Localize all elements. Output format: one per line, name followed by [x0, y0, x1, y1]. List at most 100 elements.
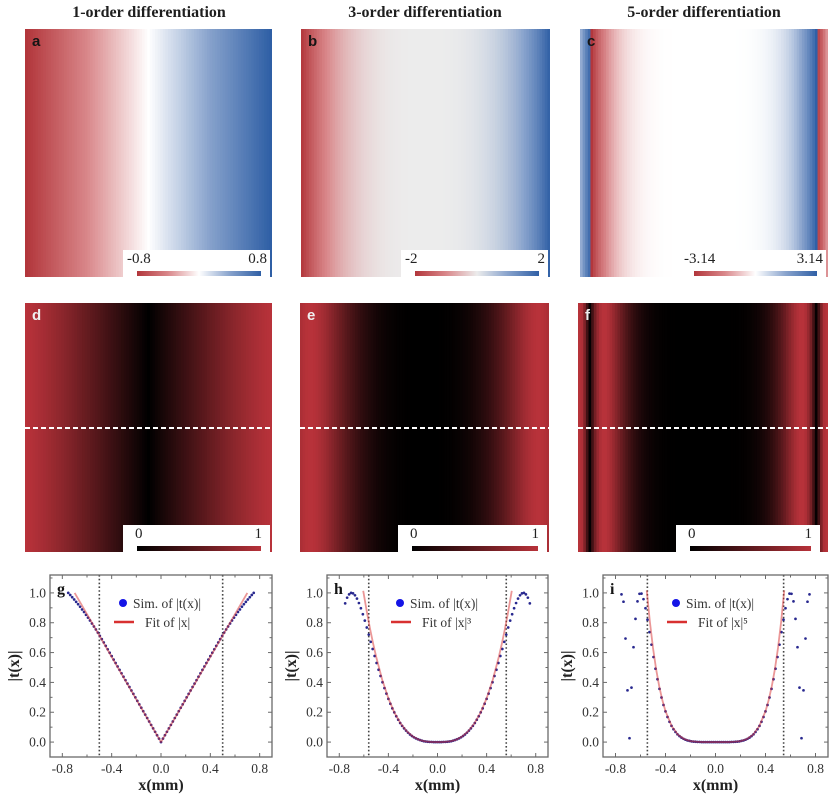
y-tick-label: 0.2 [582, 705, 599, 720]
heatmap-column [56, 29, 60, 277]
sim-point [357, 601, 361, 605]
heatmap-column [476, 29, 480, 277]
heatmap-column [442, 29, 446, 277]
heatmap-column [488, 303, 492, 552]
heatmap-column [634, 29, 639, 277]
heatmap-column [79, 29, 83, 277]
heatmap-column [513, 29, 517, 277]
heatmap-column [684, 29, 688, 277]
heatmap-columns [25, 29, 272, 277]
heatmap-column [259, 29, 263, 277]
heatmap-column [547, 29, 550, 277]
heatmap-column [546, 303, 549, 552]
heatmap-column [90, 29, 94, 277]
heatmap-column [395, 29, 399, 277]
panel-label: h [334, 581, 343, 598]
colorbar-max-label: 1 [254, 526, 263, 542]
heatmap-column [319, 29, 323, 277]
heatmap-column [791, 303, 795, 552]
heatmap-column [382, 29, 386, 277]
heatmap-column [230, 303, 234, 552]
heatmap-column [512, 303, 516, 552]
heatmap-column [429, 29, 433, 277]
heatmap-column [757, 29, 761, 277]
heatmap-column [504, 303, 508, 552]
heatmap-column [523, 29, 528, 277]
heatmap-column [316, 29, 320, 277]
heatmap-column [646, 303, 650, 552]
heatmap-column [157, 29, 161, 277]
colorbar-max-label: 0.8 [248, 251, 267, 267]
heatmap-column [434, 29, 438, 277]
heatmap-column [350, 29, 355, 277]
y-axis-label: |t(x)| [559, 650, 576, 681]
heatmap-column [599, 303, 603, 552]
heatmap-column [196, 29, 200, 277]
heatmap-column [95, 29, 99, 277]
amplitude-map-image [25, 303, 272, 552]
heatmap-column [186, 29, 190, 277]
heatmap-column [468, 29, 472, 277]
sim-point [790, 592, 793, 596]
heatmap-column [266, 29, 270, 277]
heatmap-column [496, 303, 500, 552]
heatmap-column [201, 29, 205, 277]
heatmap-column [214, 29, 218, 277]
column-title-5-order: 5-order differentiation [627, 4, 781, 21]
heatmap-column [751, 303, 755, 552]
legend-sim-marker-icon [672, 599, 680, 607]
heatmap-column [134, 303, 138, 552]
heatmap-column [217, 29, 221, 277]
y-tick-label: 0.6 [306, 645, 323, 660]
colorbar-max-label: 2 [537, 251, 546, 267]
heatmap-column [374, 29, 378, 277]
heatmap-column [693, 303, 698, 552]
heatmap-column [32, 29, 36, 277]
sim-point [343, 601, 347, 605]
heatmap-column [269, 29, 272, 277]
heatmap-column [261, 29, 265, 277]
colorbar-gradient [690, 546, 811, 551]
heatmap-column [342, 29, 347, 277]
heatmap-column [84, 29, 88, 277]
heatmap-column [157, 303, 161, 552]
heatmap-column [668, 29, 672, 277]
heatmap-column [616, 29, 620, 277]
sim-point [526, 596, 530, 600]
heatmap-column [767, 29, 772, 277]
heatmap-column [103, 29, 107, 277]
sim-point [808, 593, 811, 596]
x-tick-label: 0.4 [202, 761, 219, 776]
y-tick-label: 0.4 [29, 675, 46, 690]
legend-sim-label: Sim. of |t(x)| [686, 596, 754, 611]
heatmap-column [413, 29, 417, 277]
heatmap-column [175, 29, 179, 277]
heatmap-column [392, 29, 396, 277]
heatmap-column [424, 29, 428, 277]
heatmap-column [543, 303, 547, 552]
heatmap-column [637, 29, 641, 277]
heatmap-column [225, 29, 229, 277]
heatmap-column [728, 303, 732, 552]
sim-point [636, 600, 639, 603]
x-tick-label: 0.8 [251, 761, 268, 776]
x-axis-label: x(mm) [138, 777, 183, 794]
heatmap-column [348, 29, 352, 277]
heatmap-column [69, 303, 73, 552]
amplitude-map-image [300, 303, 549, 552]
heatmap-column [692, 29, 696, 277]
heatmap-column [207, 29, 211, 277]
heatmap-column [619, 29, 623, 277]
sim-point [644, 606, 647, 610]
heatmap-column [155, 29, 159, 277]
heatmap-column [251, 29, 255, 277]
column-title-1-order: 1-order differentiation [72, 4, 226, 21]
heatmap-column [361, 29, 365, 277]
heatmap-column [327, 29, 331, 277]
heatmap-column [235, 29, 239, 277]
sim-point [252, 591, 256, 595]
heatmap-column [53, 29, 57, 277]
heatmap-column [165, 29, 169, 277]
colorbar: -0.8 0.8 [123, 250, 270, 277]
colorbar-gradient [412, 546, 538, 551]
